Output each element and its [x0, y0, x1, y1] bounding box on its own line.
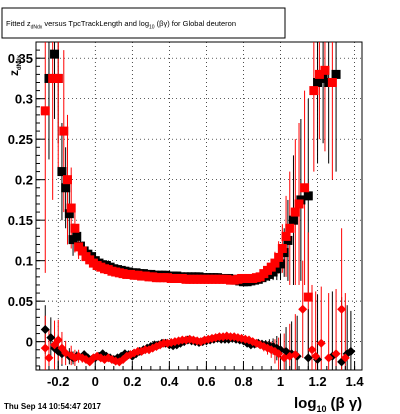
data-point-diamond: [340, 353, 350, 363]
title-box: Fitted zdNdx versus TpcTrackLength and l…: [1, 7, 286, 39]
data-point-square: [270, 258, 280, 268]
data-point-square: [331, 69, 341, 79]
x-axis-title-sub: 10: [317, 404, 327, 414]
y-tick-label: 0.1: [15, 254, 33, 269]
title-frame: [1, 7, 286, 39]
y-tick-label: 0.2: [15, 173, 33, 188]
data-point-square: [53, 73, 63, 83]
y-tick-label: 0.15: [8, 213, 33, 228]
x-tick-label: 1.2: [309, 374, 327, 389]
data-point-square: [72, 231, 82, 241]
data-point-square: [64, 209, 74, 219]
data-point-square: [290, 207, 300, 217]
data-point-diamond: [324, 353, 334, 363]
data-point-square: [59, 126, 69, 136]
data-point-square: [276, 259, 285, 269]
data-point-square: [48, 73, 58, 83]
data-point-diamond: [331, 349, 341, 359]
data-point-diamond: [307, 345, 317, 355]
data-point-diamond: [40, 325, 50, 335]
y-tick-label: 0.3: [15, 92, 33, 107]
data-point-square: [277, 244, 287, 254]
data-point-diamond: [303, 353, 313, 363]
data-point-square: [285, 223, 295, 233]
data-point-square: [274, 252, 284, 262]
x-tick-label: 0.2: [123, 374, 141, 389]
data-point-square: [303, 191, 313, 201]
data-point-square: [61, 183, 71, 193]
data-point-square: [309, 86, 319, 96]
x-tick-label: 0.4: [160, 374, 179, 389]
data-point-diamond: [337, 304, 347, 314]
data-point-diamond: [44, 353, 54, 363]
x-tick-label: 1: [277, 374, 284, 389]
x-tick-label: 0: [92, 374, 99, 389]
data-point-square: [294, 199, 304, 209]
date-stamp: Thu Sep 14 10:54:47 2017: [4, 402, 101, 411]
x-tick-label: 0.8: [234, 374, 252, 389]
data-point-square: [300, 183, 310, 193]
title-z-sub: dNdx: [31, 25, 43, 31]
data-point-diamond: [40, 343, 50, 353]
title-z: z: [27, 19, 31, 28]
x-axis-title-base: log: [294, 395, 317, 412]
x-tick-label: 0.6: [197, 374, 215, 389]
data-point-diamond: [316, 338, 326, 348]
data-point-diamond: [346, 346, 356, 356]
data-point-diamond: [311, 351, 321, 361]
y-axis-title-main: z: [7, 70, 21, 76]
data-point-square: [62, 175, 72, 185]
title-pre: Fitted: [6, 19, 27, 28]
data-point-square: [77, 246, 87, 256]
data-point-diamond: [298, 304, 308, 314]
title-post: (βγ) for Global deuteron: [155, 19, 236, 28]
x-axis-title-rest: (β γ): [331, 395, 363, 412]
data-point-square: [313, 77, 323, 87]
data-point-square: [320, 65, 330, 75]
y-axis-title: zdNdx: [7, 54, 23, 76]
plot-frame: [35, 41, 363, 371]
grid: [36, 42, 362, 370]
data-point-diamond: [46, 333, 56, 343]
data-point-square: [50, 49, 60, 59]
data-point-square: [314, 69, 324, 79]
title-mid: versus TpcTrackLength and log: [42, 19, 149, 28]
y-tick-label: 0.05: [8, 294, 33, 309]
data-point-diamond: [274, 349, 284, 359]
y-tick-label: 0.35: [8, 51, 33, 66]
data-point-square: [281, 231, 291, 241]
data-point-square: [40, 106, 50, 116]
y-tick-label: 0.25: [8, 132, 33, 147]
data-point-diamond: [53, 335, 63, 345]
x-tick-label: 1.4: [346, 374, 365, 389]
data-point-square: [57, 167, 67, 177]
data-point-square: [272, 264, 282, 274]
data-point-square: [327, 77, 337, 87]
chart-title: Fitted zdNdx versus TpcTrackLength and l…: [6, 19, 236, 31]
axes: -0.2 0 0.2 0.4 0.6 0.8 1 1.2 1.4 0 0.05 0.1 0.15 0.2 0…: [8, 49, 365, 389]
y-axis-title-sub: dNdx: [17, 54, 23, 70]
data-point-square: [70, 223, 80, 233]
data-point-diamond: [122, 351, 132, 361]
data-point-square: [66, 203, 76, 213]
data-point-square: [288, 215, 298, 225]
data-point-diamond: [290, 350, 300, 360]
title-log-sub: 10: [149, 25, 155, 31]
y-tick-label: 0: [26, 335, 33, 350]
x-tick-label: -0.2: [47, 374, 69, 389]
data-point-square: [303, 292, 313, 302]
x-axis-title: log10 (β γ): [294, 395, 362, 414]
data-markers: [40, 49, 356, 367]
